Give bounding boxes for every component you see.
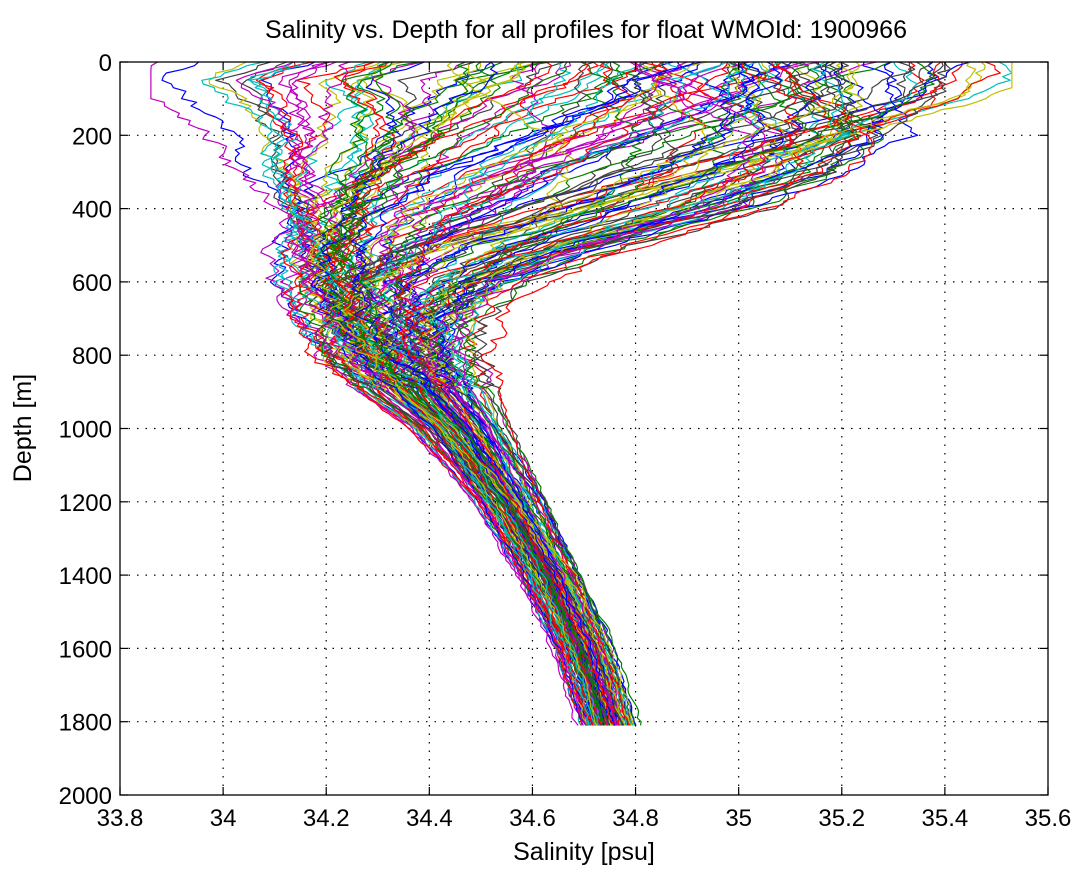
salinity-profile-line	[366, 61, 935, 726]
x-tick-label: 34.6	[509, 805, 556, 832]
salinity-profile-line	[389, 61, 837, 726]
x-tick-label: 35	[725, 805, 752, 832]
y-tick-label: 2000	[59, 783, 112, 810]
y-tick-label: 1000	[59, 417, 112, 444]
x-axis-ticks: 33.8 34 34.2 34.4 34.6 34.8 35 35.2 35.4 35.6	[97, 62, 1072, 832]
y-tick-label: 800	[72, 343, 112, 370]
salinity-profile-line	[480, 61, 873, 726]
y-tick-label: 1200	[59, 490, 112, 517]
y-axis-label: Depth [m]	[9, 374, 37, 482]
x-tick-label: 35.6	[1025, 805, 1072, 832]
x-tick-label: 34.4	[406, 805, 453, 832]
salinity-profile-line	[150, 61, 587, 726]
y-tick-label: 600	[72, 270, 112, 297]
salinity-profile-line	[391, 61, 852, 726]
salinity-profile-line	[408, 61, 877, 726]
x-tick-label: 34	[210, 805, 237, 832]
salinity-profile-line	[272, 61, 582, 726]
salinity-profile-line	[426, 61, 767, 726]
salinity-profile-line	[280, 61, 590, 726]
x-tick-label: 34.2	[303, 805, 350, 832]
salinity-profile-line	[338, 61, 606, 726]
x-tick-label: 34.8	[612, 805, 659, 832]
y-tick-label: 1800	[59, 710, 112, 737]
salinity-profile-line	[321, 61, 603, 726]
y-tick-label: 1400	[59, 563, 112, 590]
salinity-profile-line	[201, 61, 590, 726]
salinity-profile-line	[395, 61, 729, 726]
salinity-profile-line	[294, 61, 668, 726]
y-tick-label: 400	[72, 197, 112, 224]
profiles	[150, 61, 1013, 726]
salinity-profile-line	[350, 61, 695, 726]
chart-title: Salinity vs. Depth for all profiles for …	[265, 16, 907, 44]
y-tick-label: 0	[99, 50, 112, 77]
y-tick-label: 1600	[59, 636, 112, 663]
y-tick-label: 200	[72, 123, 112, 150]
x-tick-label: 35.2	[818, 805, 865, 832]
salinity-profile-line	[306, 61, 598, 726]
salinity-profile-line	[315, 61, 848, 726]
x-axis-label: Salinity [psu]	[513, 838, 655, 866]
salinity-profile-line	[398, 61, 688, 726]
salinity-profile-line	[445, 61, 757, 726]
x-tick-label: 35.4	[922, 805, 969, 832]
y-axis-ticks: 0 200 400 600 800 1000 1200 1400 1600 1800 2000	[59, 50, 1048, 810]
x-tick-label: 33.8	[97, 805, 144, 832]
salinity-profile-line	[469, 61, 860, 726]
